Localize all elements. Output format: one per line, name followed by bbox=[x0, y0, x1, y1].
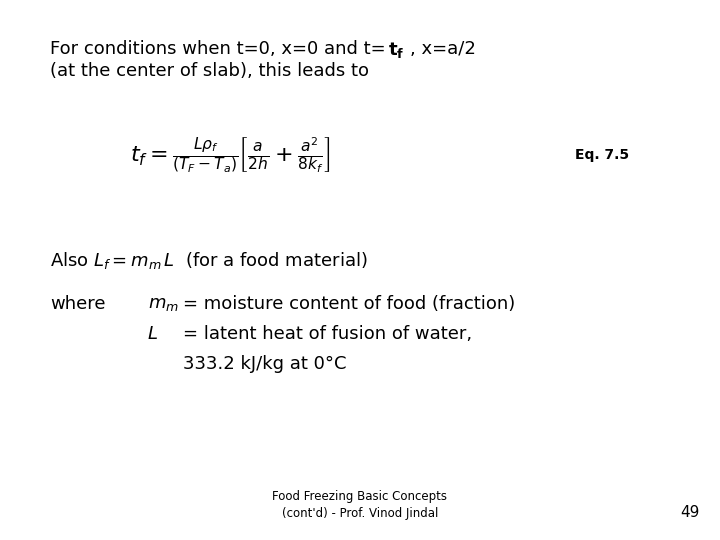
Text: $m_m$: $m_m$ bbox=[148, 295, 179, 313]
Text: = moisture content of food (fraction): = moisture content of food (fraction) bbox=[183, 295, 516, 313]
Text: $t_f = \frac{L\rho_f}{(T_F - T_a)}\left[\frac{a}{2h} + \frac{a^2}{8k_f}\right]$: $t_f = \frac{L\rho_f}{(T_F - T_a)}\left[… bbox=[130, 135, 330, 175]
Text: L: L bbox=[148, 325, 158, 343]
Text: Also $L_f = m_m\, L$  (for a food material): Also $L_f = m_m\, L$ (for a food materia… bbox=[50, 250, 367, 271]
Text: Food Freezing Basic Concepts
(cont'd) - Prof. Vinod Jindal: Food Freezing Basic Concepts (cont'd) - … bbox=[272, 490, 448, 520]
Text: 49: 49 bbox=[680, 505, 700, 520]
Text: For conditions when t=0, x=0 and t=: For conditions when t=0, x=0 and t= bbox=[50, 40, 386, 58]
Text: = latent heat of fusion of water,: = latent heat of fusion of water, bbox=[183, 325, 472, 343]
Text: where: where bbox=[50, 295, 106, 313]
Text: Eq. 7.5: Eq. 7.5 bbox=[575, 148, 629, 162]
Text: , x=a/2: , x=a/2 bbox=[410, 40, 476, 58]
Text: $\mathbf{t_f}$: $\mathbf{t_f}$ bbox=[388, 40, 405, 60]
Text: 333.2 kJ/kg at 0°C: 333.2 kJ/kg at 0°C bbox=[183, 355, 346, 373]
Text: (at the center of slab), this leads to: (at the center of slab), this leads to bbox=[50, 62, 369, 80]
